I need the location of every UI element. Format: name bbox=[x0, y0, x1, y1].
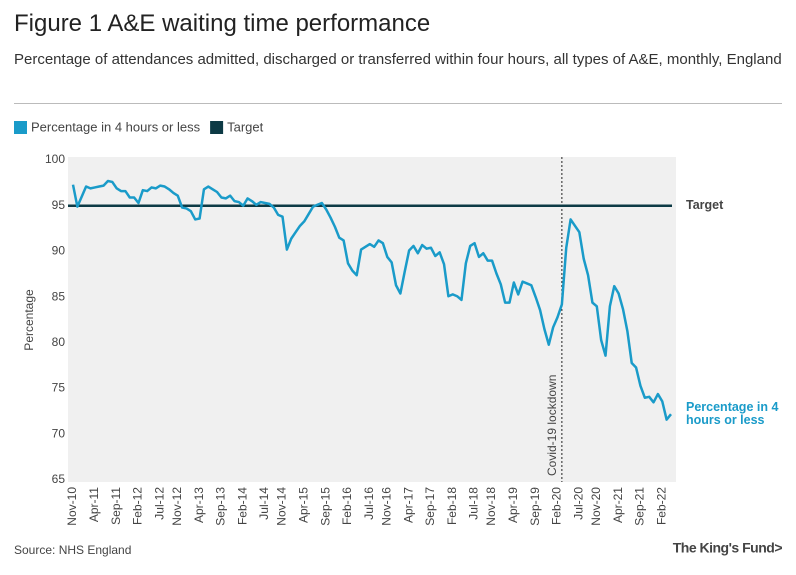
target-label: Target bbox=[686, 198, 724, 212]
chart-subtitle: Percentage of attendances admitted, disc… bbox=[14, 51, 782, 68]
legend-swatch bbox=[14, 121, 27, 134]
y-tick-label: 80 bbox=[52, 335, 66, 349]
x-tick-label: Jul-16 bbox=[362, 487, 376, 520]
y-tick-label: 85 bbox=[52, 289, 66, 303]
x-tick-label: Feb-16 bbox=[340, 487, 354, 525]
annotation-text: Covid-19 lockdown bbox=[545, 375, 559, 476]
x-tick-label: Feb-20 bbox=[550, 487, 564, 525]
chart-title: Figure 1 A&E waiting time performance bbox=[14, 10, 431, 37]
x-tick-label: Feb-18 bbox=[445, 487, 459, 525]
y-tick-label: 70 bbox=[52, 426, 66, 440]
legend-swatch bbox=[210, 121, 224, 134]
data-line bbox=[71, 179, 672, 421]
x-tick-label: Apr-13 bbox=[192, 487, 206, 523]
x-tick-label: Apr-17 bbox=[401, 487, 415, 523]
x-tick-label: Sep-21 bbox=[633, 487, 647, 526]
x-tick-label: Sep-15 bbox=[318, 487, 332, 526]
x-tick-label: Jul-14 bbox=[257, 487, 271, 520]
x-tick-label: Nov-20 bbox=[589, 487, 603, 526]
y-tick-label: 90 bbox=[52, 244, 66, 258]
x-tick-label: Nov-12 bbox=[170, 487, 184, 526]
plot-background bbox=[68, 157, 676, 482]
y-tick-label: 95 bbox=[52, 198, 66, 212]
brand-logo: The King's Fund> bbox=[673, 540, 783, 556]
x-tick-label: Jul-12 bbox=[152, 487, 166, 520]
x-tick-label: Nov-14 bbox=[275, 487, 289, 526]
x-tick-label: Apr-21 bbox=[611, 487, 625, 523]
x-tick-label: Apr-19 bbox=[506, 487, 520, 523]
x-tick-label: Feb-14 bbox=[235, 487, 249, 525]
source: Source: NHS England bbox=[14, 543, 131, 557]
x-tick-label: Jul-18 bbox=[467, 487, 481, 520]
x-tick-label: Nov-18 bbox=[484, 487, 498, 526]
x-tick-label: Jul-20 bbox=[572, 487, 586, 520]
y-tick-label: 75 bbox=[52, 381, 66, 395]
y-tick-label: 65 bbox=[52, 472, 66, 486]
x-tick-label: Sep-13 bbox=[214, 487, 228, 526]
x-tick-label: Sep-17 bbox=[423, 487, 437, 526]
y-tick-label: 100 bbox=[45, 152, 65, 166]
divider bbox=[14, 103, 782, 104]
x-tick-label: Apr-11 bbox=[87, 487, 101, 522]
x-tick-label: Feb-12 bbox=[131, 487, 145, 525]
x-tick-label: Apr-15 bbox=[297, 487, 311, 523]
x-tick-label: Sep-11 bbox=[109, 487, 123, 525]
y-axis-label: Percentage bbox=[22, 289, 36, 351]
legend-label: Percentage in 4 hours or less bbox=[31, 119, 201, 134]
x-tick-label: Nov-10 bbox=[65, 487, 79, 526]
x-tick-label: Nov-16 bbox=[379, 487, 393, 526]
legend-label: Target bbox=[227, 119, 264, 134]
x-tick-label: Feb-22 bbox=[654, 487, 668, 525]
x-tick-label: Sep-19 bbox=[528, 487, 542, 526]
series-end-label: Percentage in 4 hours or less bbox=[686, 400, 779, 427]
